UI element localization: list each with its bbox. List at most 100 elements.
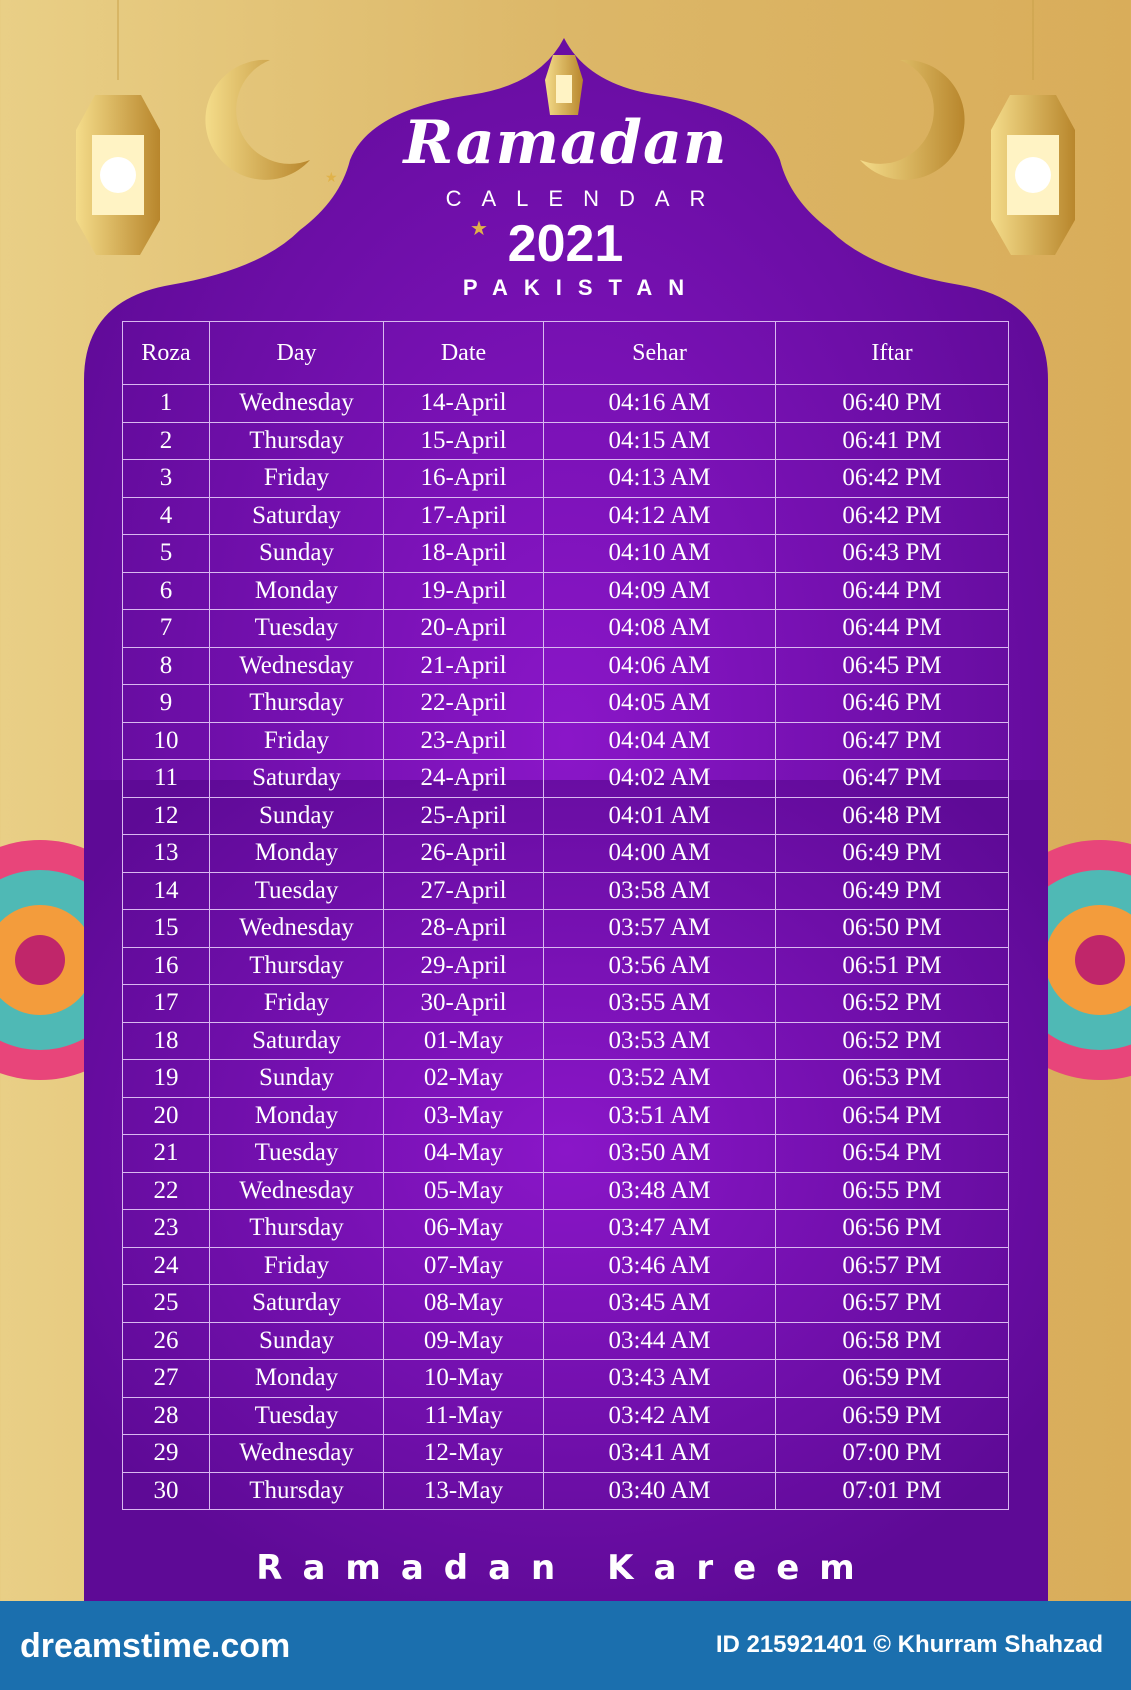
iftar-cell: 06:52 PM: [775, 1021, 1009, 1060]
date-cell: 10-May: [383, 1359, 544, 1398]
iftar-cell: 06:40 PM: [775, 384, 1009, 423]
iftar-cell: 06:43 PM: [775, 534, 1009, 573]
day-cell: Wednesday: [209, 909, 384, 948]
date-cell: 30-April: [383, 984, 544, 1023]
crescent-moon-icon: [860, 59, 965, 180]
watermark-credit: ID 215921401 © Khurram Shahzad: [715, 1631, 1103, 1658]
sehar-cell: 04:09 AM: [543, 571, 776, 610]
iftar-cell: 06:59 PM: [775, 1359, 1009, 1398]
star-icon: ★: [470, 218, 488, 240]
sehar-cell: 04:00 AM: [543, 834, 776, 873]
sehar-cell: 03:55 AM: [543, 984, 776, 1023]
roza-cell: 6: [122, 571, 210, 610]
table-row: 28 Tuesday 11-May 03:42 AM 06:59 PM: [122, 1396, 1009, 1435]
iftar-cell: 07:00 PM: [775, 1434, 1009, 1473]
table-row: 5 Sunday 18-April 04:10 AM 06:43 PM: [122, 534, 1009, 573]
day-cell: Sunday: [209, 796, 384, 835]
iftar-cell: 06:49 PM: [775, 871, 1009, 910]
country: PAKISTAN: [462, 275, 701, 300]
roza-cell: 21: [122, 1134, 210, 1173]
iftar-cell: 06:55 PM: [775, 1171, 1009, 1210]
date-cell: 15-April: [383, 421, 544, 460]
sehar-cell: 03:53 AM: [543, 1021, 776, 1060]
iftar-cell: 06:54 PM: [775, 1134, 1009, 1173]
iftar-cell: 06:42 PM: [775, 459, 1009, 498]
date-cell: 04-May: [383, 1134, 544, 1173]
date-cell: 13-May: [383, 1471, 544, 1510]
roza-cell: 28: [122, 1396, 210, 1435]
iftar-cell: 06:47 PM: [775, 721, 1009, 760]
column-header: Day: [209, 321, 384, 385]
sehar-cell: 03:51 AM: [543, 1096, 776, 1135]
day-cell: Monday: [209, 834, 384, 873]
column-header: Iftar: [775, 321, 1009, 385]
date-cell: 17-April: [383, 496, 544, 535]
roza-cell: 4: [122, 496, 210, 535]
roza-cell: 9: [122, 684, 210, 723]
iftar-cell: 07:01 PM: [775, 1471, 1009, 1510]
iftar-cell: 06:56 PM: [775, 1209, 1009, 1248]
date-cell: 14-April: [383, 384, 544, 423]
roza-cell: 19: [122, 1059, 210, 1098]
day-cell: Friday: [209, 459, 384, 498]
day-cell: Wednesday: [209, 646, 384, 685]
date-cell: 21-April: [383, 646, 544, 685]
iftar-cell: 06:57 PM: [775, 1246, 1009, 1285]
table-row: 12 Sunday 25-April 04:01 AM 06:48 PM: [122, 796, 1009, 835]
day-cell: Saturday: [209, 496, 384, 535]
day-cell: Sunday: [209, 534, 384, 573]
table-row: 10 Friday 23-April 04:04 AM 06:47 PM: [122, 721, 1009, 760]
roza-cell: 12: [122, 796, 210, 835]
date-cell: 19-April: [383, 571, 544, 610]
sehar-cell: 04:16 AM: [543, 384, 776, 423]
sehar-cell: 03:42 AM: [543, 1396, 776, 1435]
table-row: 21 Tuesday 04-May 03:50 AM 06:54 PM: [122, 1134, 1009, 1173]
table-row: 18 Saturday 01-May 03:53 AM 06:52 PM: [122, 1021, 1009, 1060]
day-cell: Thursday: [209, 946, 384, 985]
table-row: 8 Wednesday 21-April 04:06 AM 06:45 PM: [122, 646, 1009, 685]
roza-cell: 30: [122, 1471, 210, 1510]
day-cell: Thursday: [209, 421, 384, 460]
date-cell: 18-April: [383, 534, 544, 573]
day-cell: Wednesday: [209, 1171, 384, 1210]
date-cell: 27-April: [383, 871, 544, 910]
roza-cell: 17: [122, 984, 210, 1023]
iftar-cell: 06:41 PM: [775, 421, 1009, 460]
table-header: Roza Day Date Sehar Iftar: [122, 321, 1009, 385]
iftar-cell: 06:52 PM: [775, 984, 1009, 1023]
table-row: 26 Sunday 09-May 03:44 AM 06:58 PM: [122, 1321, 1009, 1360]
column-header: Date: [383, 321, 544, 385]
star-icon: ★: [325, 171, 338, 186]
sehar-cell: 03:45 AM: [543, 1284, 776, 1323]
sehar-cell: 04:06 AM: [543, 646, 776, 685]
iftar-cell: 06:53 PM: [775, 1059, 1009, 1098]
sehar-cell: 04:08 AM: [543, 609, 776, 648]
table-row: 25 Saturday 08-May 03:45 AM 06:57 PM: [122, 1284, 1009, 1323]
day-cell: Tuesday: [209, 1396, 384, 1435]
roza-cell: 7: [122, 609, 210, 648]
roza-cell: 1: [122, 384, 210, 423]
column-header: Roza: [122, 321, 210, 385]
iftar-cell: 06:48 PM: [775, 796, 1009, 835]
ramadan-timetable: Roza Day Date Sehar Iftar 1 Wednesday 14-A…: [122, 321, 1009, 1510]
day-cell: Saturday: [209, 759, 384, 798]
sehar-cell: 03:50 AM: [543, 1134, 776, 1173]
day-cell: Thursday: [209, 684, 384, 723]
table-row: 9 Thursday 22-April 04:05 AM 06:46 PM: [122, 684, 1009, 723]
iftar-cell: 06:54 PM: [775, 1096, 1009, 1135]
sehar-cell: 03:43 AM: [543, 1359, 776, 1398]
sehar-cell: 03:56 AM: [543, 946, 776, 985]
lantern-icon: [76, 0, 160, 255]
day-cell: Thursday: [209, 1471, 384, 1510]
table-row: 4 Saturday 17-April 04:12 AM 06:42 PM: [122, 496, 1009, 535]
table-row: 15 Wednesday 28-April 03:57 AM 06:50 PM: [122, 909, 1009, 948]
date-cell: 26-April: [383, 834, 544, 873]
iftar-cell: 06:58 PM: [775, 1321, 1009, 1360]
day-cell: Friday: [209, 984, 384, 1023]
day-cell: Friday: [209, 1246, 384, 1285]
sehar-cell: 04:15 AM: [543, 421, 776, 460]
day-cell: Wednesday: [209, 1434, 384, 1473]
roza-cell: 10: [122, 721, 210, 760]
date-cell: 01-May: [383, 1021, 544, 1060]
day-cell: Sunday: [209, 1059, 384, 1098]
